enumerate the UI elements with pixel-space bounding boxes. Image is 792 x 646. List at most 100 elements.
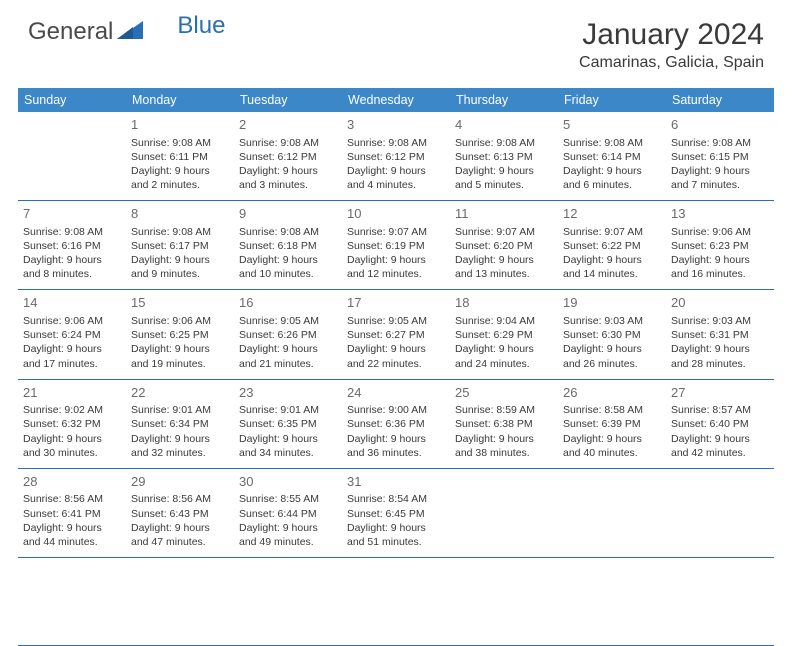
sunset-line: Sunset: 6:23 PM bbox=[671, 239, 769, 253]
calendar-cell: 13Sunrise: 9:06 AMSunset: 6:23 PMDayligh… bbox=[666, 201, 774, 290]
daylight-line: Daylight: 9 hours and 49 minutes. bbox=[239, 521, 337, 549]
day-number: 17 bbox=[347, 294, 445, 312]
sunset-line: Sunset: 6:17 PM bbox=[131, 239, 229, 253]
day-number: 30 bbox=[239, 473, 337, 491]
sunrise-line: Sunrise: 8:58 AM bbox=[563, 403, 661, 417]
day-number: 2 bbox=[239, 116, 337, 134]
sunset-line: Sunset: 6:24 PM bbox=[23, 328, 121, 342]
sunrise-line: Sunrise: 9:01 AM bbox=[131, 403, 229, 417]
sunrise-line: Sunrise: 9:06 AM bbox=[23, 314, 121, 328]
day-number: 7 bbox=[23, 205, 121, 223]
calendar-cell bbox=[450, 469, 558, 558]
daylight-line: Daylight: 9 hours and 10 minutes. bbox=[239, 253, 337, 281]
sunrise-line: Sunrise: 9:08 AM bbox=[131, 136, 229, 150]
sunset-line: Sunset: 6:27 PM bbox=[347, 328, 445, 342]
daylight-line: Daylight: 9 hours and 16 minutes. bbox=[671, 253, 769, 281]
calendar-cell: 26Sunrise: 8:58 AMSunset: 6:39 PMDayligh… bbox=[558, 380, 666, 469]
weekday-header-row: Sunday Monday Tuesday Wednesday Thursday… bbox=[18, 88, 774, 112]
daylight-line: Daylight: 9 hours and 3 minutes. bbox=[239, 164, 337, 192]
sunrise-line: Sunrise: 8:59 AM bbox=[455, 403, 553, 417]
sunset-line: Sunset: 6:11 PM bbox=[131, 150, 229, 164]
day-number: 8 bbox=[131, 205, 229, 223]
sunset-line: Sunset: 6:35 PM bbox=[239, 417, 337, 431]
sunset-line: Sunset: 6:39 PM bbox=[563, 417, 661, 431]
sunset-line: Sunset: 6:38 PM bbox=[455, 417, 553, 431]
calendar-cell bbox=[558, 558, 666, 646]
daylight-line: Daylight: 9 hours and 4 minutes. bbox=[347, 164, 445, 192]
title-block: January 2024 Camarinas, Galicia, Spain bbox=[579, 18, 764, 72]
daylight-line: Daylight: 9 hours and 36 minutes. bbox=[347, 432, 445, 460]
day-number: 20 bbox=[671, 294, 769, 312]
day-number: 6 bbox=[671, 116, 769, 134]
calendar-cell: 25Sunrise: 8:59 AMSunset: 6:38 PMDayligh… bbox=[450, 380, 558, 469]
calendar-cell: 19Sunrise: 9:03 AMSunset: 6:30 PMDayligh… bbox=[558, 290, 666, 379]
weekday-header: Friday bbox=[558, 88, 666, 112]
sunrise-line: Sunrise: 9:04 AM bbox=[455, 314, 553, 328]
sunset-line: Sunset: 6:13 PM bbox=[455, 150, 553, 164]
weekday-header: Sunday bbox=[18, 88, 126, 112]
calendar-cell: 5Sunrise: 9:08 AMSunset: 6:14 PMDaylight… bbox=[558, 112, 666, 201]
sunrise-line: Sunrise: 9:08 AM bbox=[239, 136, 337, 150]
day-number: 27 bbox=[671, 384, 769, 402]
sunrise-line: Sunrise: 9:03 AM bbox=[671, 314, 769, 328]
sunrise-line: Sunrise: 9:00 AM bbox=[347, 403, 445, 417]
daylight-line: Daylight: 9 hours and 9 minutes. bbox=[131, 253, 229, 281]
calendar-cell: 4 Sunrise: 9:08 AMSunset: 6:13 PMDaylight… bbox=[450, 112, 558, 201]
sunrise-line: Sunrise: 9:08 AM bbox=[455, 136, 553, 150]
weekday-header: Saturday bbox=[666, 88, 774, 112]
weekday-header: Thursday bbox=[450, 88, 558, 112]
calendar-cell: 22Sunrise: 9:01 AMSunset: 6:34 PMDayligh… bbox=[126, 380, 234, 469]
sunset-line: Sunset: 6:31 PM bbox=[671, 328, 769, 342]
daylight-line: Daylight: 9 hours and 22 minutes. bbox=[347, 342, 445, 370]
daylight-line: Daylight: 9 hours and 34 minutes. bbox=[239, 432, 337, 460]
day-number: 29 bbox=[131, 473, 229, 491]
calendar-cell bbox=[450, 558, 558, 646]
day-number: 11 bbox=[455, 205, 553, 223]
calendar-cell bbox=[558, 469, 666, 558]
daylight-line: Daylight: 9 hours and 44 minutes. bbox=[23, 521, 121, 549]
calendar-cell bbox=[18, 112, 126, 201]
daylight-line: Daylight: 9 hours and 38 minutes. bbox=[455, 432, 553, 460]
calendar-cell: 15Sunrise: 9:06 AMSunset: 6:25 PMDayligh… bbox=[126, 290, 234, 379]
sunset-line: Sunset: 6:20 PM bbox=[455, 239, 553, 253]
weekday-header: Wednesday bbox=[342, 88, 450, 112]
daylight-line: Daylight: 9 hours and 5 minutes. bbox=[455, 164, 553, 192]
daylight-line: Daylight: 9 hours and 17 minutes. bbox=[23, 342, 121, 370]
calendar-cell: 29Sunrise: 8:56 AMSunset: 6:43 PMDayligh… bbox=[126, 469, 234, 558]
day-number: 21 bbox=[23, 384, 121, 402]
daylight-line: Daylight: 9 hours and 21 minutes. bbox=[239, 342, 337, 370]
day-number: 18 bbox=[455, 294, 553, 312]
calendar-cell bbox=[666, 469, 774, 558]
calendar-cell: 1Sunrise: 9:08 AMSunset: 6:11 PMDaylight… bbox=[126, 112, 234, 201]
calendar-cell: 23Sunrise: 9:01 AMSunset: 6:35 PMDayligh… bbox=[234, 380, 342, 469]
sunrise-line: Sunrise: 8:54 AM bbox=[347, 492, 445, 506]
sunset-line: Sunset: 6:32 PM bbox=[23, 417, 121, 431]
day-number: 31 bbox=[347, 473, 445, 491]
calendar-cell bbox=[18, 558, 126, 646]
daylight-line: Daylight: 9 hours and 26 minutes. bbox=[563, 342, 661, 370]
calendar-cell bbox=[234, 558, 342, 646]
day-number: 22 bbox=[131, 384, 229, 402]
calendar-cell: 21Sunrise: 9:02 AMSunset: 6:32 PMDayligh… bbox=[18, 380, 126, 469]
daylight-line: Daylight: 9 hours and 7 minutes. bbox=[671, 164, 769, 192]
day-number: 4 bbox=[455, 116, 553, 134]
calendar-cell: 30Sunrise: 8:55 AMSunset: 6:44 PMDayligh… bbox=[234, 469, 342, 558]
sunrise-line: Sunrise: 9:08 AM bbox=[239, 225, 337, 239]
sunrise-line: Sunrise: 8:55 AM bbox=[239, 492, 337, 506]
calendar-cell: 20Sunrise: 9:03 AMSunset: 6:31 PMDayligh… bbox=[666, 290, 774, 379]
day-number: 23 bbox=[239, 384, 337, 402]
calendar-cell: 27Sunrise: 8:57 AMSunset: 6:40 PMDayligh… bbox=[666, 380, 774, 469]
day-number: 14 bbox=[23, 294, 121, 312]
logo: General Blue bbox=[28, 18, 225, 46]
day-number: 25 bbox=[455, 384, 553, 402]
day-number: 24 bbox=[347, 384, 445, 402]
day-number: 15 bbox=[131, 294, 229, 312]
calendar-cell bbox=[666, 558, 774, 646]
sunrise-line: Sunrise: 9:05 AM bbox=[347, 314, 445, 328]
day-number: 1 bbox=[131, 116, 229, 134]
sunset-line: Sunset: 6:40 PM bbox=[671, 417, 769, 431]
daylight-line: Daylight: 9 hours and 19 minutes. bbox=[131, 342, 229, 370]
daylight-line: Daylight: 9 hours and 40 minutes. bbox=[563, 432, 661, 460]
day-number: 26 bbox=[563, 384, 661, 402]
calendar: Sunday Monday Tuesday Wednesday Thursday… bbox=[18, 88, 774, 646]
